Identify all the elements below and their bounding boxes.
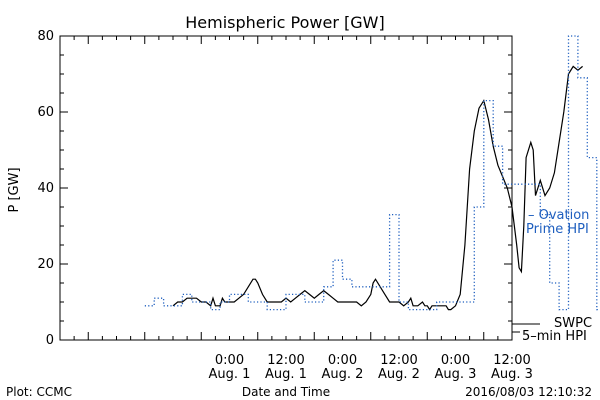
x-tick-time-label: 12:00 bbox=[493, 353, 530, 368]
series-layer bbox=[144, 35, 600, 311]
x-tick-time-label: 12:00 bbox=[267, 353, 304, 368]
y-axis-label: P [GW] bbox=[7, 167, 22, 212]
x-tick-date-label: Aug. 3 bbox=[435, 367, 477, 382]
series-ovation-prime-line bbox=[144, 35, 600, 311]
legend-ovation-line1: – Ovation bbox=[528, 208, 589, 223]
x-tick-date-label: Aug. 1 bbox=[265, 367, 307, 382]
x-tick-time-label: 0:00 bbox=[328, 353, 357, 368]
x-tick-date-label: Aug. 2 bbox=[378, 367, 420, 382]
legend-ovation-prime: – Ovation Prime HPI bbox=[526, 208, 589, 237]
x-tick-time-label: 0:00 bbox=[441, 353, 470, 368]
chart-title: Hemispheric Power [GW] bbox=[185, 13, 384, 32]
series-swpc-line bbox=[172, 65, 583, 311]
y-tick-label: 80 bbox=[37, 29, 54, 44]
legend-swpc-line2: 5–min HPI bbox=[522, 329, 587, 344]
x-tick-time-label: 12:00 bbox=[380, 353, 417, 368]
legend-ovation-line2: Prime HPI bbox=[526, 222, 589, 237]
plot-timestamp: 2016/08/03 12:10:32 bbox=[465, 385, 592, 399]
plot-credit: Plot: CCMC bbox=[6, 385, 72, 399]
legend-swpc-line1: SWPC bbox=[554, 316, 592, 331]
y-tick-label: 40 bbox=[37, 181, 54, 196]
y-tick-label: 60 bbox=[37, 105, 54, 120]
x-tick-time-label: 0:00 bbox=[215, 353, 244, 368]
x-tick-date-label: Aug. 2 bbox=[322, 367, 364, 382]
x-axis-label: Date and Time bbox=[242, 385, 330, 399]
x-tick-date-label: Aug. 1 bbox=[209, 367, 251, 382]
y-tick-label: 0 bbox=[46, 333, 54, 348]
y-axis: 0 20 40 60 80 bbox=[37, 29, 512, 348]
x-tick-date-label: Aug. 3 bbox=[491, 367, 533, 382]
y-tick-label: 20 bbox=[37, 257, 54, 272]
legend-swpc-hpi: SWPC 5–min HPI bbox=[512, 316, 592, 344]
